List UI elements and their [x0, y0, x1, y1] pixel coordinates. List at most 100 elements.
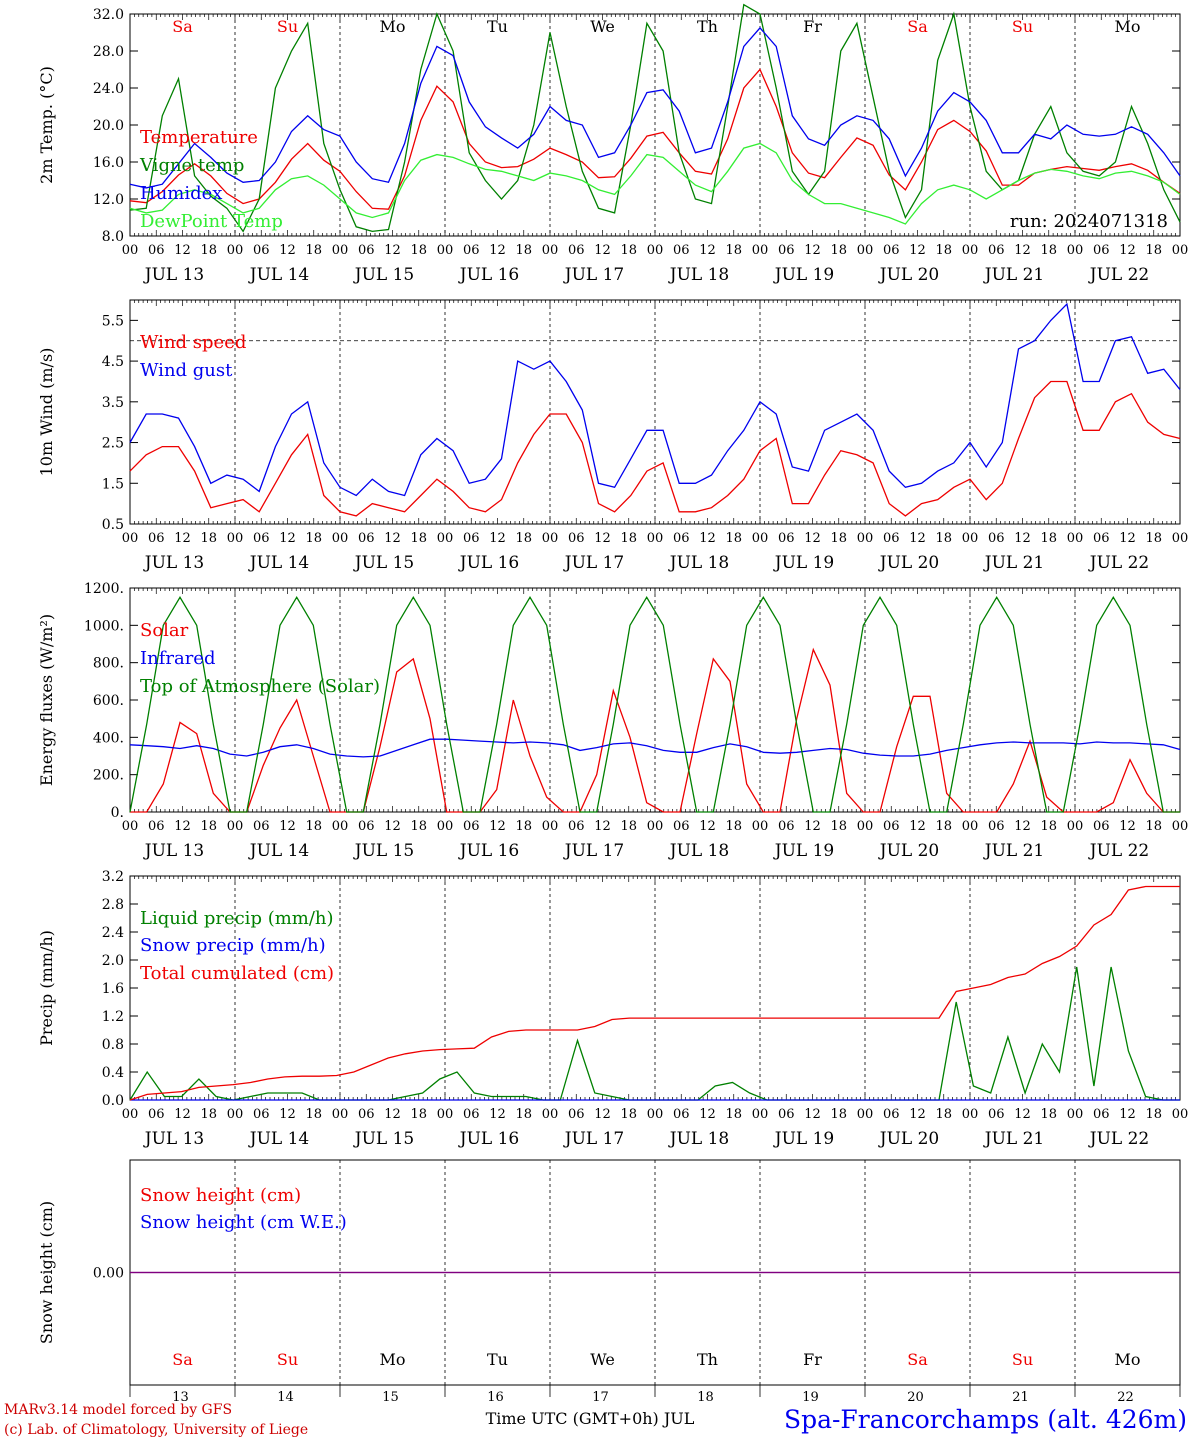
y-tick-label: 0.8: [102, 1037, 124, 1053]
hour-tick-label: 18: [830, 1107, 847, 1122]
weekday-label: Mo: [1114, 1350, 1140, 1369]
hour-tick-label: 00: [227, 243, 244, 258]
weekday-label: Sa: [172, 1350, 193, 1369]
hour-tick-label: 06: [883, 819, 900, 834]
date-label: JUL 19: [773, 841, 834, 861]
y-tick-label: 2.0: [102, 953, 124, 969]
date-label: JUL 21: [983, 1129, 1044, 1149]
hour-tick-label: 18: [305, 1107, 322, 1122]
legend-entry: Snow precip (mm/h): [140, 935, 326, 956]
y-tick-label: 32.0: [93, 7, 124, 23]
hour-tick-label: 06: [988, 1107, 1005, 1122]
hour-tick-label: 06: [883, 1107, 900, 1122]
hour-tick-label: 00: [857, 819, 874, 834]
hour-tick-label: 06: [463, 243, 480, 258]
hour-tick-label: 18: [830, 531, 847, 546]
hour-tick-label: 00: [227, 819, 244, 834]
legend-entry: Vigne temp: [139, 155, 244, 176]
y-tick-label: 600.: [93, 693, 124, 709]
date-label: JUL 16: [458, 553, 519, 573]
hour-tick-label: 12: [1014, 243, 1031, 258]
legend-entry: Solar: [140, 620, 189, 641]
date-label: JUL 22: [1088, 1129, 1149, 1149]
hour-tick-label: 18: [200, 1107, 217, 1122]
hour-tick-label: 12: [804, 1107, 821, 1122]
hour-tick-label: 18: [725, 1107, 742, 1122]
hour-tick-label: 12: [1119, 531, 1136, 546]
legend-entry: Snow height (cm W.E.): [140, 1212, 347, 1233]
run-annotation: run: 2024071318: [1010, 211, 1168, 232]
hour-tick-label: 06: [568, 1107, 585, 1122]
hour-tick-label: 00: [647, 1107, 664, 1122]
lab-credit: (c) Lab. of Climatology, University of L…: [4, 1422, 308, 1438]
weekday-label: Mo: [379, 17, 405, 36]
hour-tick-label: 18: [1145, 1107, 1162, 1122]
legend-entry: Humidex: [140, 183, 222, 204]
y-tick-label: 0.00: [93, 1266, 124, 1282]
hour-tick-label: 18: [830, 819, 847, 834]
weekday-label: Sa: [907, 1350, 928, 1369]
hour-tick-label: 06: [988, 531, 1005, 546]
y-tick-label: 16.0: [93, 155, 124, 171]
y-tick-label: 1.6: [102, 981, 124, 997]
y-tick-label: 12.0: [93, 192, 124, 208]
date-label: JUL 15: [353, 265, 414, 285]
legend-entry: Liquid precip (mm/h): [140, 908, 334, 929]
date-label: JUL 18: [668, 553, 729, 573]
hour-tick-label: 18: [410, 243, 427, 258]
y-axis-title: Precip (mm/h): [37, 930, 56, 1046]
date-label: JUL 20: [878, 553, 939, 573]
hour-tick-label: 12: [384, 531, 401, 546]
hour-tick-label: 00: [857, 1107, 874, 1122]
hour-tick-label: 06: [253, 531, 270, 546]
hour-tick-label: 00: [227, 1107, 244, 1122]
date-label: JUL 19: [773, 553, 834, 573]
hour-tick-label: 00: [1172, 819, 1189, 834]
hour-tick-label: 06: [568, 531, 585, 546]
hour-tick-label: 00: [122, 243, 139, 258]
weekday-label: Tu: [487, 1350, 508, 1369]
y-axis-title: Snow height (cm): [37, 1201, 56, 1344]
date-label: JUL 20: [878, 1129, 939, 1149]
hour-tick-label: 12: [699, 1107, 716, 1122]
weekday-label: Su: [277, 1350, 298, 1369]
hour-tick-label: 06: [463, 819, 480, 834]
series-line-wind-0: [129, 380, 1181, 517]
hour-tick-label: 12: [384, 819, 401, 834]
hour-tick-label: 00: [752, 1107, 769, 1122]
y-tick-label: 1200.: [84, 581, 124, 597]
hour-tick-label: 12: [1119, 243, 1136, 258]
series-line-temp-0: [129, 68, 1181, 210]
legend-entry: Top of Atmosphere (Solar): [140, 676, 380, 697]
hour-tick-label: 12: [279, 531, 296, 546]
y-tick-label: 0.5: [102, 517, 124, 533]
hour-tick-label: 18: [410, 531, 427, 546]
hour-tick-label: 06: [778, 819, 795, 834]
legend-entry: Temperature: [140, 127, 258, 148]
day-number: 17: [592, 1390, 609, 1405]
hour-tick-label: 00: [1172, 243, 1189, 258]
hour-tick-label: 06: [673, 819, 690, 834]
series-line-temp-2: [129, 26, 1181, 189]
series-line-temp-3: [129, 142, 1181, 225]
weekday-label: Mo: [1114, 17, 1140, 36]
hour-tick-label: 18: [1040, 531, 1057, 546]
hour-tick-label: 06: [1093, 531, 1110, 546]
hour-tick-label: 18: [830, 243, 847, 258]
y-tick-label: 1.5: [102, 476, 124, 492]
y-tick-label: 2.5: [102, 436, 124, 452]
series-line-flux-0: [130, 647, 1180, 813]
hour-tick-label: 00: [122, 819, 139, 834]
y-tick-label: 1000.: [84, 618, 124, 634]
date-label: JUL 17: [563, 841, 624, 861]
hour-tick-label: 12: [489, 243, 506, 258]
hour-tick-label: 00: [962, 531, 979, 546]
hour-tick-label: 00: [647, 819, 664, 834]
hour-tick-label: 12: [1119, 1107, 1136, 1122]
hour-tick-label: 00: [752, 243, 769, 258]
date-label: JUL 16: [458, 265, 519, 285]
legend-entry: Infrared: [140, 648, 215, 669]
hour-tick-label: 00: [122, 1107, 139, 1122]
date-label: JUL 19: [773, 1129, 834, 1149]
hour-tick-label: 06: [358, 819, 375, 834]
